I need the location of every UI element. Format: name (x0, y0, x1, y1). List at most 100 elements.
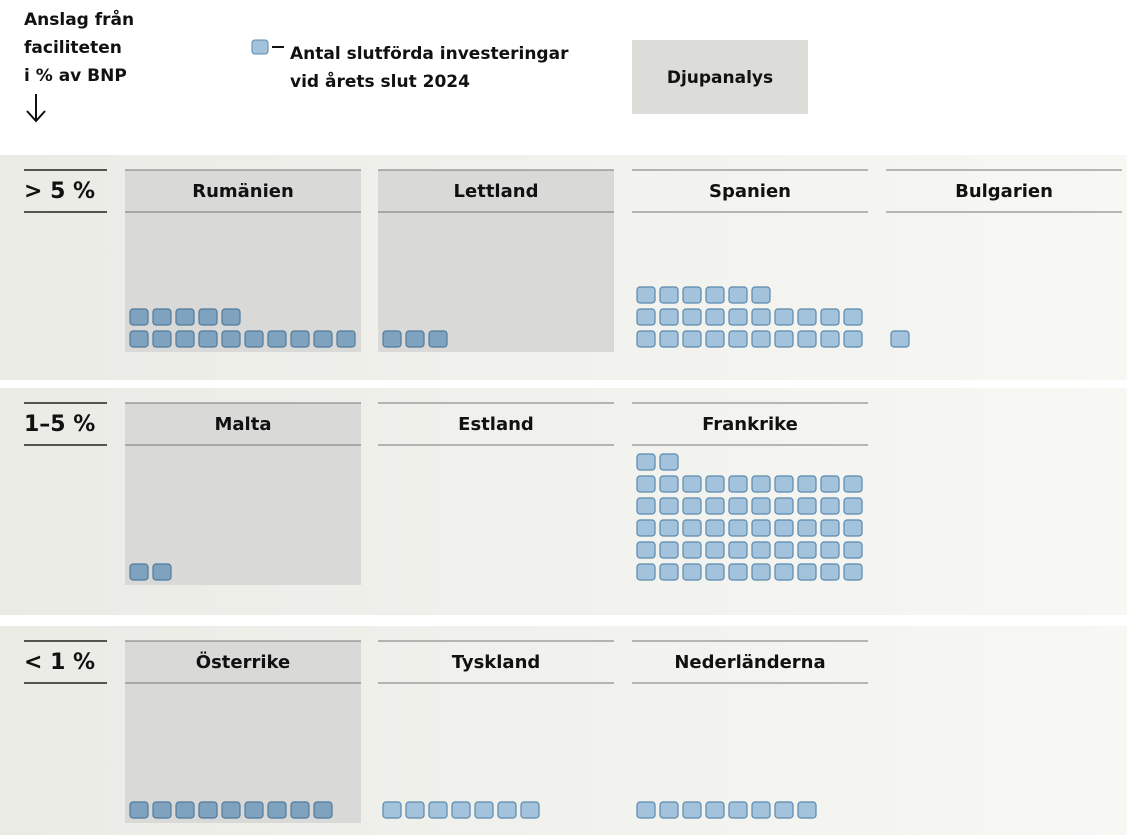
waffle-cell (520, 801, 540, 819)
waffle-cell (682, 541, 702, 559)
waffle-cell (728, 563, 748, 581)
title-line: faciliteten (24, 38, 122, 58)
waffle-cell (221, 308, 241, 326)
waffle-cell (682, 475, 702, 493)
waffle-cell (774, 330, 794, 348)
waffle-cell (129, 801, 149, 819)
waffle-cell (820, 519, 840, 537)
group-label: > 5 % (24, 179, 95, 204)
waffle-cell (405, 801, 425, 819)
waffle-cell (820, 541, 840, 559)
waffle-cell (382, 801, 402, 819)
waffle-cell (728, 475, 748, 493)
waffle-cell (682, 563, 702, 581)
waffle-cell (129, 330, 149, 348)
waffle-cell (682, 308, 702, 326)
waffle-cell (774, 563, 794, 581)
waffle-cell (797, 497, 817, 515)
waffle-cell (682, 801, 702, 819)
legend-text: vid årets slut 2024 (290, 70, 470, 92)
waffle-cell (659, 308, 679, 326)
waffle-cell (705, 519, 725, 537)
waffle-cell (152, 563, 172, 581)
waffle-cell (890, 330, 910, 348)
waffle-cell (636, 475, 656, 493)
panel-shade (125, 641, 361, 823)
waffle-cell (797, 519, 817, 537)
waffle-cell (774, 308, 794, 326)
title-line: Anslag från (24, 8, 134, 30)
waffle-cell (797, 801, 817, 819)
waffle-cell (221, 801, 241, 819)
waffle-cell (636, 801, 656, 819)
legend-text: Antal slutförda investeringar (290, 44, 569, 64)
waffle-cell (843, 497, 863, 515)
waffle-cell (636, 519, 656, 537)
waffle-cell (198, 330, 218, 348)
waffle-cell (751, 286, 771, 304)
waffle-cell (152, 308, 172, 326)
waffle-cell (751, 475, 771, 493)
country-name: Rumänien (192, 181, 294, 202)
waffle-cell (751, 330, 771, 348)
waffle-cell (728, 330, 748, 348)
group-label: 1–5 % (24, 412, 95, 437)
waffle-cell (820, 563, 840, 581)
waffle-cell (705, 286, 725, 304)
waffle-cell (636, 286, 656, 304)
waffle-cell (659, 286, 679, 304)
group-label: < 1 % (24, 650, 95, 675)
waffle-cell (728, 497, 748, 515)
waffle-cell (774, 475, 794, 493)
waffle-cell (636, 330, 656, 348)
waffle-cell (774, 497, 794, 515)
country-name: Österrike (196, 651, 290, 673)
waffle-cell (774, 519, 794, 537)
waffle-cell (313, 330, 333, 348)
waffle-cell (636, 541, 656, 559)
country-name: Spanien (709, 181, 791, 202)
waffle-cell (659, 519, 679, 537)
waffle-cell (267, 330, 287, 348)
waffle-cell (797, 475, 817, 493)
waffle-cell (659, 563, 679, 581)
waffle-cell (843, 308, 863, 326)
waffle-cell (175, 330, 195, 348)
button[interactable]: Djupanalys (632, 40, 808, 114)
waffle-cell (843, 330, 863, 348)
waffle-cell (705, 475, 725, 493)
waffle-cell (774, 801, 794, 819)
waffle-cell (751, 563, 771, 581)
waffle-cell (728, 308, 748, 326)
button-bg[interactable] (632, 40, 808, 114)
waffle-cell (682, 497, 702, 515)
waffle-cell (797, 330, 817, 348)
title-line: i % av BNP (24, 66, 127, 86)
waffle-cell (659, 541, 679, 559)
waffle-cell (705, 563, 725, 581)
waffle-cell (843, 475, 863, 493)
waffle-cell (843, 563, 863, 581)
waffle-cell (428, 801, 448, 819)
waffle-cell (751, 541, 771, 559)
waffle-cell (705, 541, 725, 559)
waffle-cell (267, 801, 287, 819)
waffle-cell (636, 497, 656, 515)
waffle-cell (682, 286, 702, 304)
waffle-cell (705, 330, 725, 348)
button-label[interactable]: Djupanalys (667, 68, 773, 88)
waffle-cell (313, 801, 333, 819)
waffle-cell (336, 330, 356, 348)
waffle-cell (705, 308, 725, 326)
waffle-cell (198, 308, 218, 326)
waffle-cell (497, 801, 517, 819)
waffle-cell (428, 330, 448, 348)
waffle-cell (820, 475, 840, 493)
waffle-cell (244, 801, 264, 819)
waffle-cell (774, 541, 794, 559)
country-name: Lettland (454, 181, 539, 202)
country-name: Malta (215, 414, 272, 435)
waffle-cell (820, 497, 840, 515)
waffle-cell (820, 330, 840, 348)
waffle-cell (636, 308, 656, 326)
